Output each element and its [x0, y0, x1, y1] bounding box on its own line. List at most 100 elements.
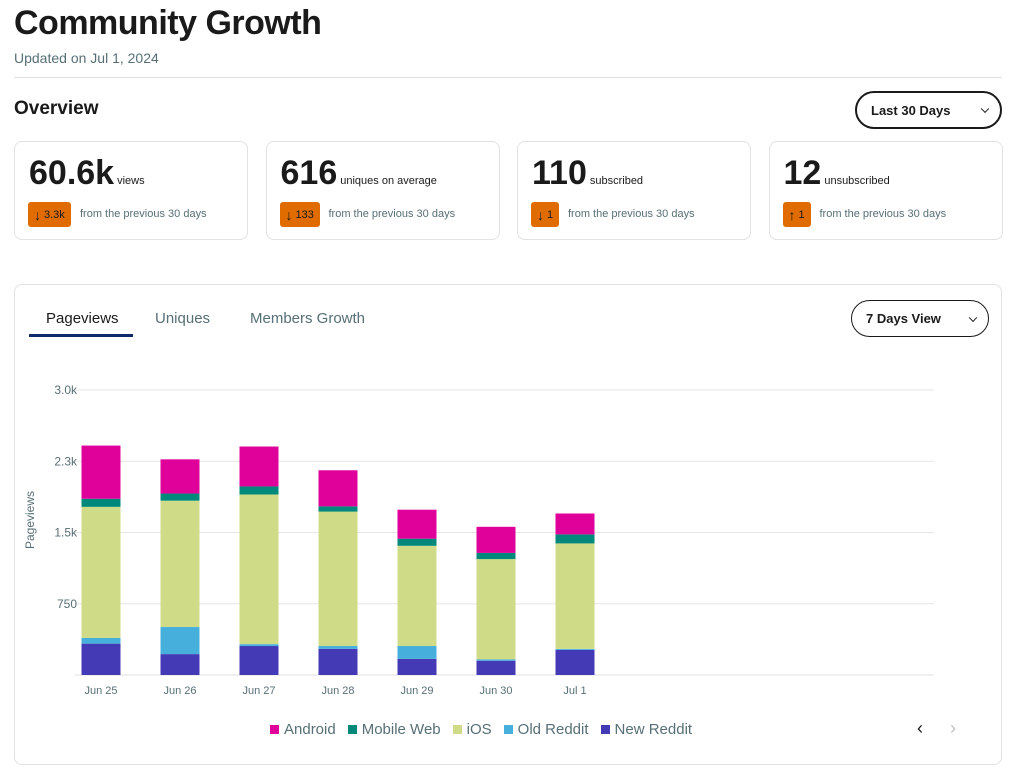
legend-label: New Reddit	[614, 721, 693, 738]
change-badge: ↓ 133	[279, 202, 320, 227]
legend-item[interactable]: Old Reddit	[503, 721, 589, 738]
bar-segment-old-reddit	[239, 644, 279, 647]
bar-segment-mobile-web	[239, 486, 279, 495]
stat-value: 60.6k views	[29, 154, 145, 193]
bar-segment-old-reddit	[555, 648, 595, 650]
arrow-down-icon: ↓	[285, 206, 293, 223]
legend-swatch	[503, 725, 513, 734]
legend-item[interactable]: Android	[270, 721, 336, 738]
bar-segment-ios	[160, 500, 200, 628]
stat-card: 12 unsubscribed ↑ 1 from the previous 30 d…	[768, 141, 1003, 240]
bar-segment-android	[239, 446, 279, 487]
view-select[interactable]: 7 Days View	[851, 300, 989, 337]
page-title: Community Growth	[14, 4, 322, 42]
tab-pageviews[interactable]: Pageviews	[46, 310, 119, 327]
arrow-down-icon: ↓	[34, 206, 41, 223]
bar-segment-ios	[81, 506, 121, 638]
change-value: 133	[295, 208, 314, 221]
legend-swatch	[600, 725, 610, 734]
change-caption: from the previous 30 days	[819, 208, 947, 220]
chevron-left-icon[interactable]: ‹	[917, 718, 923, 738]
arrow-down-icon: ↓	[537, 206, 544, 223]
y-tick-label: 3.0k	[54, 383, 78, 397]
stat-card: 110 subscribed ↓ 1 from the previous 30 da…	[517, 141, 751, 240]
bar-segment-new-reddit	[397, 658, 437, 675]
change-caption: from the previous 30 days	[80, 208, 207, 220]
bar-segment-android	[318, 470, 358, 507]
legend-label: Mobile Web	[361, 721, 441, 738]
y-axis-label: Pageviews	[23, 491, 37, 549]
bar-segment-mobile-web	[555, 534, 595, 544]
bar-segment-new-reddit	[160, 654, 200, 675]
x-tick-label: Jun 28	[321, 685, 354, 697]
updated-date: Updated on Jul 1, 2024	[14, 50, 159, 66]
bar-segment-new-reddit	[318, 648, 358, 675]
stat-value: 110 subscribed	[532, 154, 643, 193]
overview-heading: Overview	[14, 98, 99, 119]
chart-panel: Pageviews Uniques Members Growth 7 Days …	[14, 284, 1002, 765]
stat-unit: unsubscribed	[824, 175, 890, 187]
bar-segment-android	[397, 509, 437, 539]
stat-card: 60.6k views ↓ 3.3k from the previous 30 da…	[14, 141, 248, 240]
y-tick-label: 750	[57, 597, 77, 611]
bar-segment-mobile-web	[81, 498, 121, 507]
x-tick-label: Jul 1	[563, 685, 586, 697]
active-tab-indicator	[29, 334, 133, 337]
bar-segment-ios	[397, 545, 437, 647]
legend-swatch	[347, 725, 357, 734]
change-caption: from the previous 30 days	[568, 208, 695, 220]
x-tick-label: Jun 26	[163, 685, 196, 697]
stat-card: 616 uniques on average ↓ 133 from the prev…	[265, 141, 500, 240]
date-range-select[interactable]: Last 30 Days	[855, 91, 1002, 129]
bar-segment-old-reddit	[318, 646, 358, 649]
change-badge: ↑ 1	[782, 202, 811, 227]
view-select-value: 7 Days View	[866, 311, 941, 326]
bar-segment-new-reddit	[476, 660, 516, 675]
change-value: 3.3k	[44, 208, 65, 221]
tab-uniques[interactable]: Uniques	[155, 310, 211, 327]
change-badge: ↓ 3.3k	[28, 202, 71, 227]
legend-label: Android	[284, 721, 336, 738]
divider	[14, 77, 1002, 78]
stat-unit: views	[117, 175, 145, 187]
stat-number: 12	[783, 154, 822, 192]
stat-number: 616	[280, 154, 338, 192]
stat-value: 12 unsubscribed	[784, 154, 890, 193]
change-badge: ↓ 1	[531, 202, 560, 227]
bar-segment-android	[476, 526, 516, 553]
bar-segment-android	[555, 513, 595, 535]
legend-label: iOS	[466, 721, 492, 738]
bar-segment-old-reddit	[397, 646, 437, 659]
bar-segment-ios	[318, 511, 358, 647]
arrow-up-icon: ↑	[788, 206, 796, 223]
bar-segment-ios	[239, 494, 279, 645]
bar-segment-android	[160, 459, 200, 494]
change-value: 1	[547, 208, 554, 221]
legend-item[interactable]: iOS	[452, 721, 492, 738]
bar-segment-new-reddit	[239, 646, 279, 675]
legend-item[interactable]: New Reddit	[600, 721, 693, 738]
stat-value: 616 uniques on average	[281, 154, 437, 193]
chart-legend: Android Mobile Web iOS Old Reddit New Reddit	[270, 721, 692, 738]
bar-segment-new-reddit	[555, 649, 595, 675]
change-value: 1	[798, 208, 805, 221]
legend-swatch	[270, 725, 279, 734]
legend-item[interactable]: Mobile Web	[347, 721, 441, 738]
x-tick-label: Jun 25	[84, 685, 117, 697]
tab-members-growth[interactable]: Members Growth	[250, 310, 366, 327]
bar-segment-old-reddit	[476, 659, 516, 661]
legend-label: Old Reddit	[517, 721, 589, 738]
change-caption: from the previous 30 days	[328, 208, 456, 220]
x-tick-label: Jun 30	[479, 685, 512, 697]
x-tick-label: Jun 29	[400, 685, 433, 697]
legend-swatch	[452, 725, 462, 734]
bar-segment-mobile-web	[476, 552, 516, 560]
chevron-right-icon[interactable]: ›	[950, 718, 956, 738]
bar-segment-mobile-web	[318, 506, 358, 512]
x-tick-label: Jun 27	[242, 685, 275, 697]
stat-unit: subscribed	[589, 175, 644, 187]
stat-number: 110	[532, 154, 587, 192]
y-tick-label: 2.3k	[54, 454, 78, 468]
stat-number: 60.6k	[29, 154, 115, 192]
